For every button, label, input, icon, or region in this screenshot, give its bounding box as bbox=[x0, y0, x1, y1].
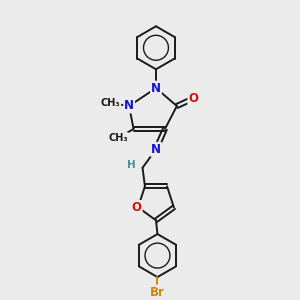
Text: Br: Br bbox=[150, 286, 165, 298]
Text: O: O bbox=[132, 201, 142, 214]
Text: CH₃: CH₃ bbox=[108, 133, 128, 143]
Text: O: O bbox=[188, 92, 198, 105]
Text: N: N bbox=[151, 82, 161, 94]
Text: H: H bbox=[127, 160, 136, 170]
Text: CH₃: CH₃ bbox=[101, 98, 120, 108]
Text: N: N bbox=[124, 100, 134, 112]
Text: N: N bbox=[151, 143, 161, 156]
